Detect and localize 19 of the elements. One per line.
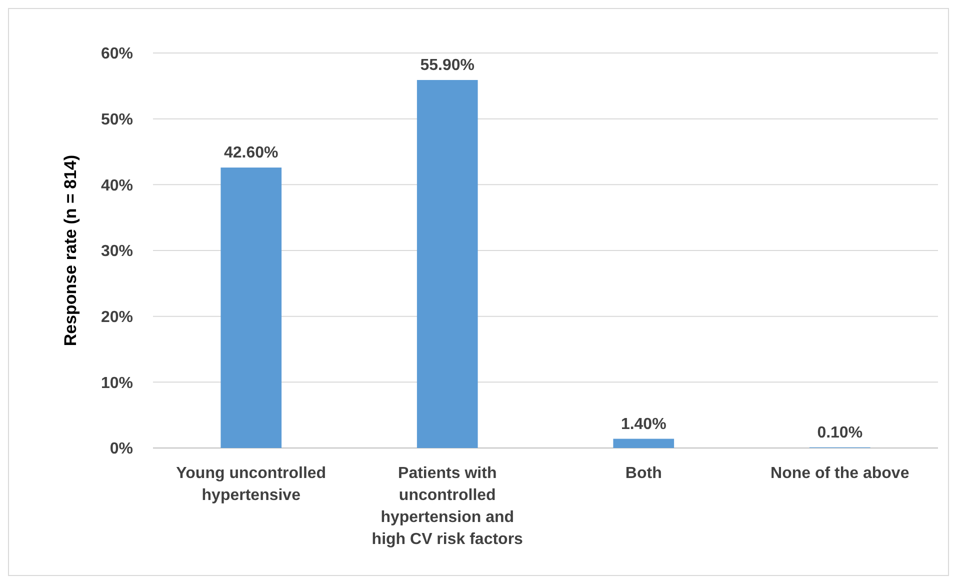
data-label: 1.40% [620,416,666,433]
x-tick-label: Both [625,465,662,482]
y-tick-label: 50% [100,111,133,128]
x-tick-label: None of the above [770,465,910,482]
bar [416,80,478,448]
y-tick-label: 60% [100,46,133,63]
data-label: 55.90% [420,56,475,74]
y-tick-label: 40% [100,177,133,194]
y-tick-label: 20% [100,308,133,326]
y-axis-title: Response rate (n = 814) [61,154,80,346]
y-tick-label: 10% [100,374,133,392]
bar [220,168,282,448]
bar [613,438,674,448]
data-label: 42.60% [224,144,278,162]
y-tick-label: 30% [100,243,133,260]
y-tick-label: 0% [110,440,133,458]
x-tick-label: Young uncontrolled hypertensive [176,465,326,504]
x-tick-label: Patients with uncontrolled hypertension and high CV risk factors [372,465,524,548]
data-label: 0.10% [817,424,863,442]
